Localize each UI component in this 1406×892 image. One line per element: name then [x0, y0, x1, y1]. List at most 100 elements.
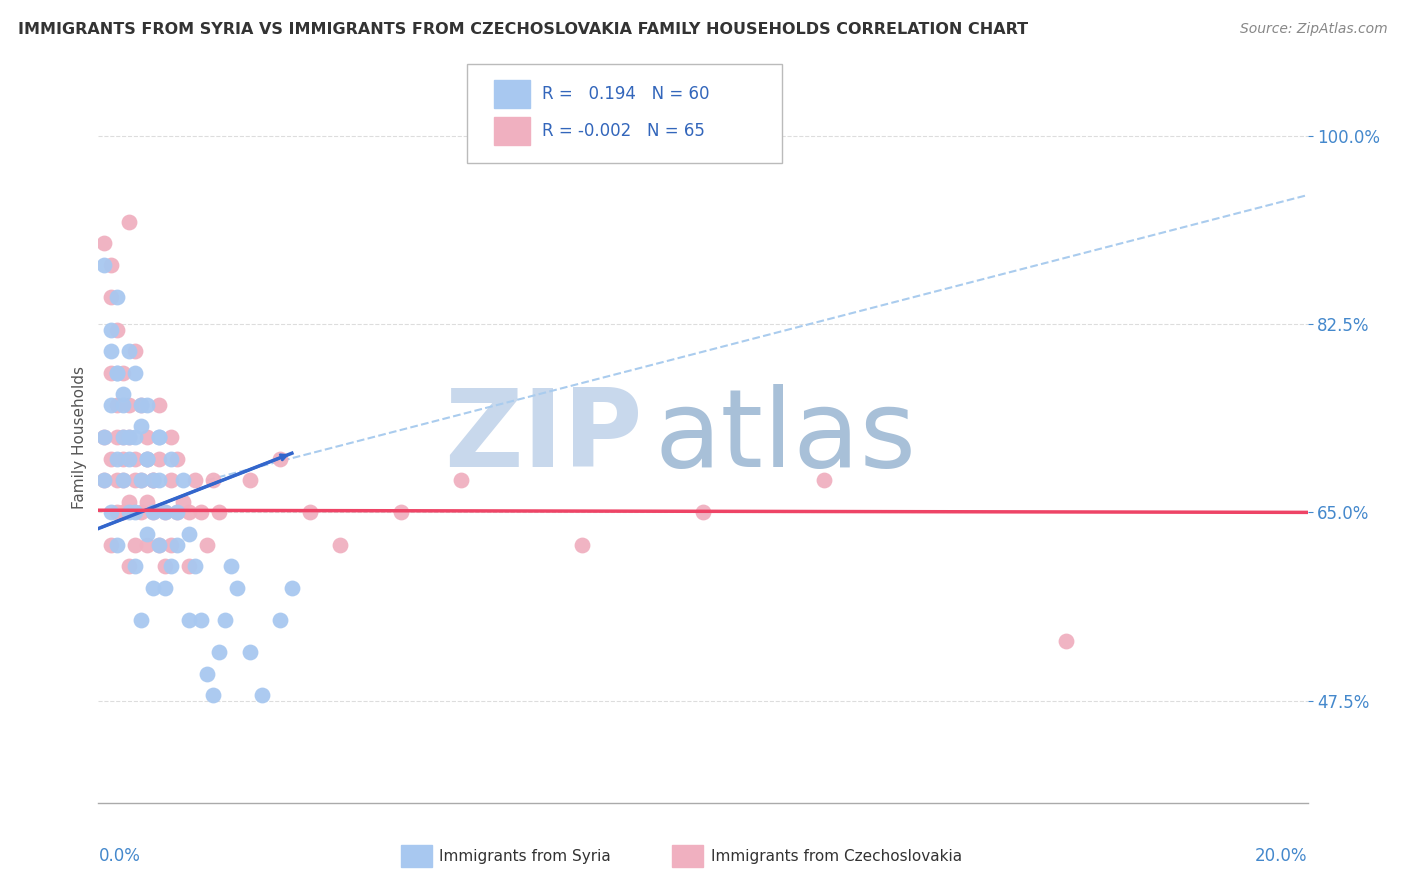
Point: [118, 430, 141, 444]
Point: [148, 451, 170, 466]
Point: [153, 581, 176, 595]
Point: [124, 366, 146, 380]
Point: [179, 505, 201, 519]
Point: [195, 538, 218, 552]
Point: [129, 398, 152, 412]
Text: ZIP: ZIP: [444, 384, 643, 490]
Point: [111, 387, 134, 401]
Point: [135, 451, 157, 466]
Point: [166, 538, 188, 552]
Text: 20.0%: 20.0%: [1256, 847, 1308, 864]
Point: [450, 473, 472, 487]
Point: [124, 430, 146, 444]
Point: [166, 451, 188, 466]
Text: 0.0%: 0.0%: [98, 847, 141, 864]
Point: [93, 258, 115, 272]
Point: [172, 494, 194, 508]
Point: [105, 538, 128, 552]
Point: [148, 538, 170, 552]
Point: [129, 613, 152, 627]
Point: [93, 430, 115, 444]
Text: atlas: atlas: [655, 384, 917, 490]
Point: [148, 430, 170, 444]
Point: [118, 559, 141, 574]
Point: [111, 366, 134, 380]
Text: IMMIGRANTS FROM SYRIA VS IMMIGRANTS FROM CZECHOSLOVAKIA FAMILY HOUSEHOLDS CORREL: IMMIGRANTS FROM SYRIA VS IMMIGRANTS FROM…: [18, 22, 1028, 37]
Point: [153, 505, 176, 519]
Point: [129, 419, 152, 434]
Point: [100, 538, 122, 552]
Point: [179, 527, 201, 541]
Point: [813, 473, 835, 487]
Point: [135, 430, 157, 444]
Point: [142, 505, 165, 519]
Point: [1054, 634, 1077, 648]
Point: [135, 527, 157, 541]
Point: [105, 473, 128, 487]
Bar: [494, 117, 530, 145]
Point: [239, 645, 262, 659]
Point: [100, 366, 122, 380]
Point: [118, 451, 141, 466]
Point: [221, 559, 243, 574]
Point: [281, 581, 304, 595]
Point: [100, 290, 122, 304]
Point: [124, 344, 146, 359]
Point: [329, 538, 352, 552]
Point: [160, 473, 183, 487]
Point: [100, 344, 122, 359]
Point: [142, 581, 165, 595]
Text: Immigrants from Syria: Immigrants from Syria: [439, 849, 610, 863]
Point: [190, 505, 212, 519]
Point: [105, 322, 128, 336]
Point: [118, 505, 141, 519]
Point: [226, 581, 249, 595]
Point: [148, 473, 170, 487]
Bar: [494, 80, 530, 108]
Point: [142, 473, 165, 487]
Point: [129, 398, 152, 412]
Point: [124, 451, 146, 466]
Point: [105, 290, 128, 304]
Point: [93, 473, 115, 487]
Point: [118, 344, 141, 359]
Point: [166, 505, 188, 519]
Point: [111, 430, 134, 444]
Point: [118, 398, 141, 412]
Text: R =   0.194   N = 60: R = 0.194 N = 60: [543, 85, 710, 103]
Point: [202, 688, 225, 702]
Point: [214, 613, 236, 627]
Point: [135, 494, 157, 508]
Point: [160, 451, 183, 466]
Point: [250, 688, 273, 702]
Point: [135, 451, 157, 466]
Point: [179, 559, 201, 574]
Point: [93, 473, 115, 487]
Point: [142, 473, 165, 487]
Point: [111, 398, 134, 412]
Point: [135, 451, 157, 466]
Point: [148, 430, 170, 444]
Text: Immigrants from Czechoslovakia: Immigrants from Czechoslovakia: [711, 849, 963, 863]
Point: [118, 215, 141, 229]
Point: [124, 505, 146, 519]
Point: [184, 473, 207, 487]
Text: Source: ZipAtlas.com: Source: ZipAtlas.com: [1240, 22, 1388, 37]
Point: [153, 505, 176, 519]
Point: [195, 666, 218, 681]
Point: [160, 559, 183, 574]
Point: [111, 430, 134, 444]
Point: [124, 473, 146, 487]
Point: [105, 430, 128, 444]
Point: [269, 451, 291, 466]
Point: [105, 505, 128, 519]
Point: [100, 258, 122, 272]
Point: [148, 398, 170, 412]
Point: [142, 505, 165, 519]
Point: [208, 645, 231, 659]
Point: [118, 494, 141, 508]
Point: [100, 398, 122, 412]
Point: [111, 505, 134, 519]
Point: [148, 538, 170, 552]
Point: [269, 613, 291, 627]
